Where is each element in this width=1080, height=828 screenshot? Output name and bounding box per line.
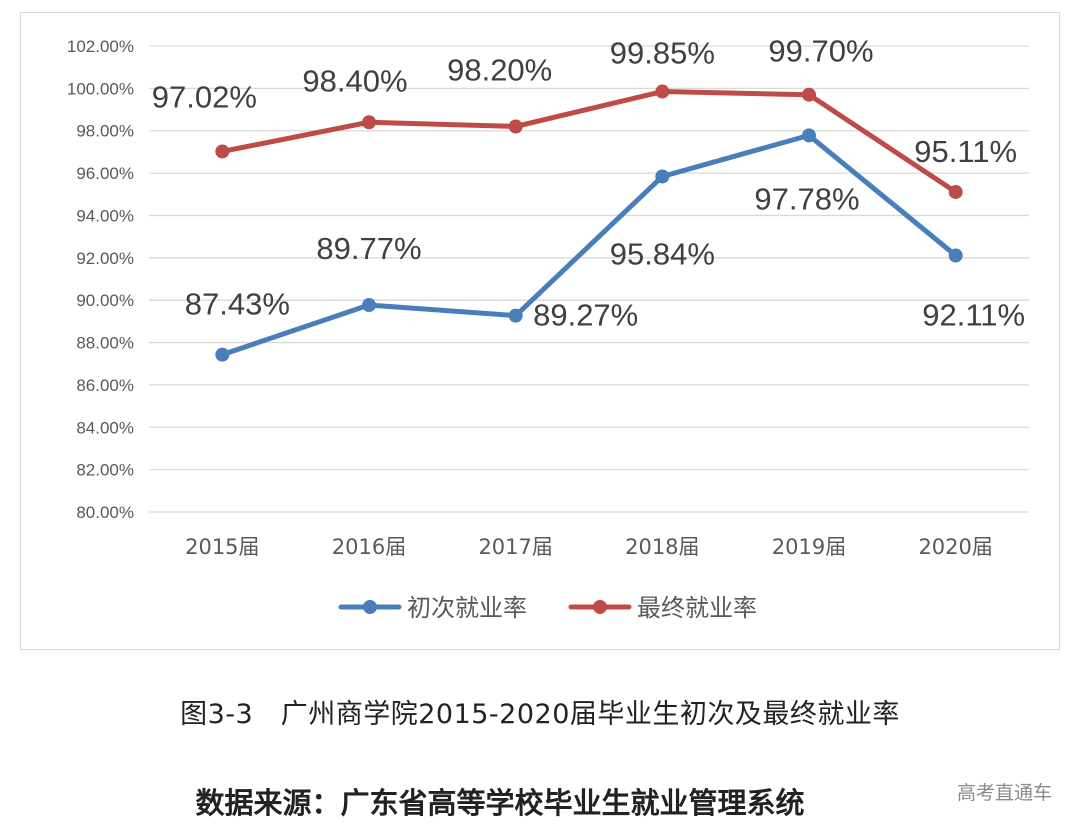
data-point — [362, 298, 376, 313]
y-tick-label: 86.00% — [76, 376, 134, 395]
y-tick-label: 88.00% — [76, 334, 134, 353]
data-point — [802, 87, 816, 102]
data-label: 97.78% — [754, 181, 859, 216]
data-label: 98.40% — [302, 63, 407, 98]
line-chart: 80.00% 82.00% 84.00% 86.00% 88.00% 90.00% 92.0… — [67, 34, 1029, 622]
data-point — [948, 184, 963, 199]
data-point — [655, 84, 670, 99]
y-tick-label: 98.00% — [76, 122, 134, 141]
y-tick-label: 96.00% — [76, 164, 134, 183]
data-label: 95.11% — [914, 134, 1017, 169]
data-point — [215, 144, 230, 159]
data-point — [948, 248, 963, 263]
x-tick-label: 2018届 — [625, 535, 699, 559]
x-tick-label: 2016届 — [332, 535, 406, 559]
y-tick-label: 84.00% — [76, 418, 134, 437]
x-tick-label: 2020届 — [918, 535, 992, 559]
data-label: 97.02% — [152, 79, 257, 114]
y-tick-label: 82.00% — [76, 461, 134, 480]
y-tick-label: 90.00% — [76, 291, 134, 310]
data-label: 87.43% — [185, 287, 290, 322]
legend-label: 初次就业率 — [407, 594, 527, 622]
x-tick-label: 2015届 — [185, 535, 259, 559]
y-tick-label: 102.00% — [67, 37, 134, 56]
data-label: 99.70% — [768, 34, 873, 69]
data-point — [508, 119, 523, 134]
data-label: 89.27% — [533, 298, 638, 333]
y-tick-label: 94.00% — [76, 206, 134, 225]
y-tick-label: 100.00% — [67, 79, 134, 98]
x-tick-label: 2019届 — [772, 535, 846, 559]
data-label: 99.85% — [610, 36, 715, 71]
series-line — [219, 89, 959, 195]
data-point — [508, 308, 523, 323]
data-label: 98.20% — [447, 52, 552, 87]
watermark: 高考直通车 — [956, 782, 1052, 804]
chart-frame: 80.00% 82.00% 84.00% 86.00% 88.00% 90.00% 92.0… — [20, 12, 1060, 650]
y-tick-label: 92.00% — [76, 249, 134, 268]
data-source: 数据来源：广东省高等学校毕业生就业管理系统 — [195, 786, 805, 820]
x-tick-label: 2017届 — [478, 535, 552, 559]
data-point — [802, 128, 816, 143]
legend-marker — [593, 600, 607, 614]
series-line — [219, 132, 959, 358]
data-label: 89.77% — [316, 231, 421, 266]
figure-caption: 图3-3 广州商学院2015-2020届毕业生初次及最终就业率 — [180, 699, 900, 730]
data-label: 95.84% — [610, 236, 715, 271]
legend-label: 最终就业率 — [637, 594, 757, 622]
data-point — [655, 169, 670, 184]
data-point — [215, 347, 230, 362]
data-point — [362, 115, 376, 130]
legend-marker — [363, 600, 377, 614]
y-tick-label: 80.00% — [76, 503, 134, 522]
data-label: 92.11% — [922, 297, 1025, 332]
